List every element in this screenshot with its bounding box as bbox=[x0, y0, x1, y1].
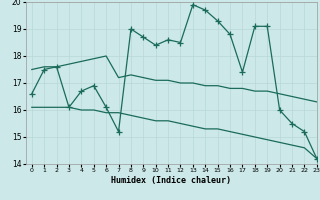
X-axis label: Humidex (Indice chaleur): Humidex (Indice chaleur) bbox=[111, 176, 231, 185]
